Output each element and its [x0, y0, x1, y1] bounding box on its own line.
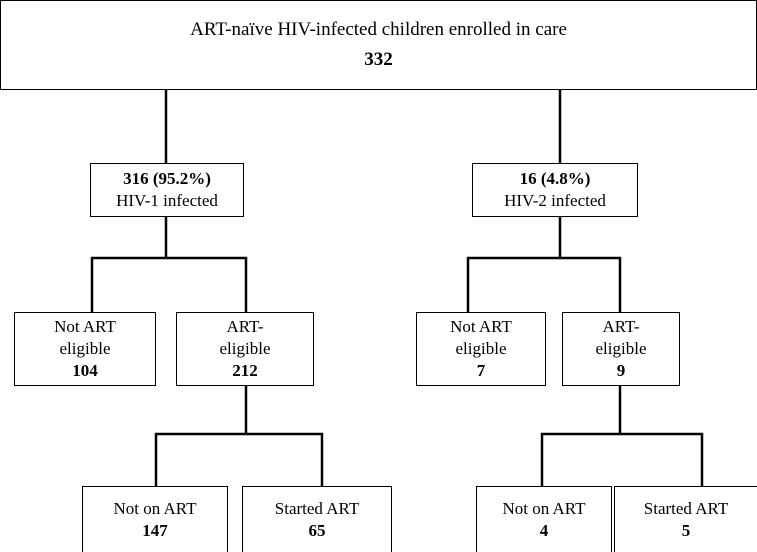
eligibility-count: 104: [72, 361, 98, 380]
treatment-box: Not on ART 4: [476, 486, 612, 552]
group-label: HIV-2 infected: [504, 191, 606, 210]
treatment-label: Not on ART: [113, 498, 197, 518]
treatment-count: 4: [539, 520, 549, 540]
connector: [154, 386, 324, 486]
eligibility-label: Not ART eligible: [450, 317, 512, 358]
group-box: 316 (95.2%) HIV-1 infected: [90, 163, 244, 217]
root-count: 332: [364, 49, 393, 70]
group-box: 16 (4.8%) HIV-2 infected: [472, 163, 638, 217]
eligibility-label: Not ART eligible: [54, 317, 116, 358]
eligibility-label: ART-eligible: [219, 317, 271, 358]
connector: [164, 90, 562, 163]
treatment-box: Started ART 65: [242, 486, 392, 552]
eligibility-label: ART-eligible: [595, 317, 647, 358]
connector: [540, 386, 704, 486]
eligibility-box: ART-eligible 9: [562, 312, 680, 386]
group-count: 16 (4.8%): [519, 169, 591, 188]
group-label: HIV-1 infected: [116, 191, 218, 210]
connector: [466, 217, 622, 312]
connector: [90, 217, 248, 312]
eligibility-box: ART-eligible 212: [176, 312, 314, 386]
eligibility-box: Not ART eligible 7: [416, 312, 546, 386]
treatment-box: Started ART 5: [614, 486, 757, 552]
treatment-count: 5: [681, 520, 691, 540]
treatment-count: 147: [142, 520, 168, 540]
treatment-count: 65: [308, 520, 326, 540]
treatment-label: Not on ART: [502, 498, 586, 518]
group-count: 316 (95.2%): [123, 169, 211, 188]
eligibility-count: 212: [232, 361, 258, 380]
treatment-box: Not on ART 147: [82, 486, 228, 552]
treatment-label: Started ART: [643, 498, 729, 518]
root-box: ART-naïve HIV-infected children enrolled…: [0, 0, 757, 90]
root-label: ART-naïve HIV-infected children enrolled…: [190, 19, 567, 40]
eligibility-box: Not ART eligible 104: [14, 312, 156, 386]
eligibility-count: 7: [476, 361, 486, 380]
treatment-label: Started ART: [274, 498, 360, 518]
eligibility-count: 9: [616, 361, 626, 380]
